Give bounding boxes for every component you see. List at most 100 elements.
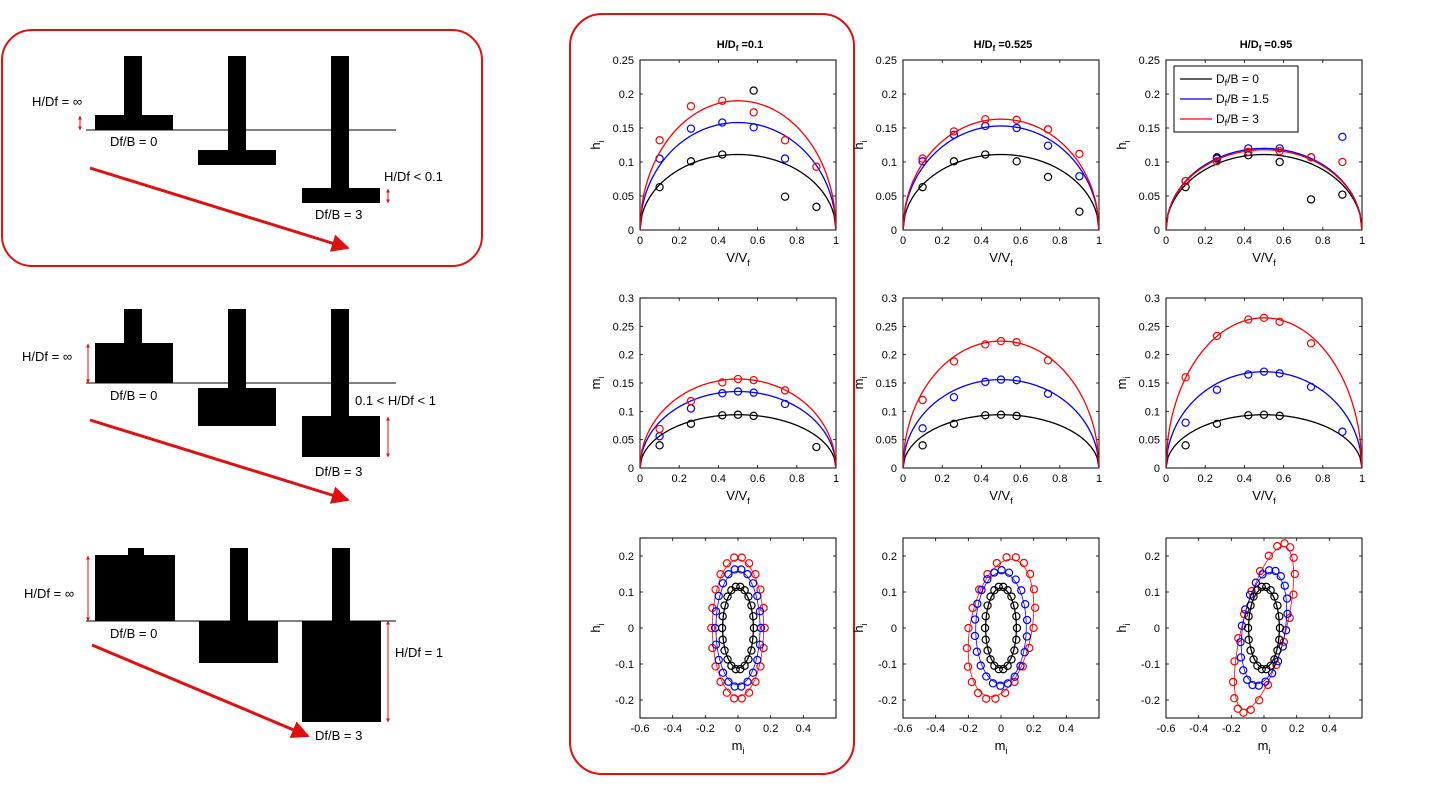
point-black (1043, 172, 1053, 182)
chart-row2-col1: 0 0.2 0.4 0.6 0.8 1 0 0.05 0.1 0.15 0.2 0.25 0.3 V/Vf… (588, 293, 839, 506)
x-tick-label: 0.4 (796, 723, 811, 735)
point-red (1285, 543, 1295, 552)
plot-area (1228, 539, 1300, 717)
y-tick-label: 0.25 (876, 55, 897, 67)
y-axis-label: hi (588, 140, 606, 149)
x-tick-label: 0.8 (1052, 235, 1067, 247)
point-blue (749, 388, 758, 397)
point-blue (780, 399, 790, 409)
point-black (1246, 601, 1255, 610)
point-blue (737, 565, 746, 574)
ellipse-blue (715, 570, 761, 686)
x-tick-label: 0.6 (750, 473, 765, 485)
point-red (1290, 569, 1300, 579)
point-blue (918, 424, 927, 433)
y-tick-label: 0.15 (1139, 378, 1160, 390)
point-black (1012, 635, 1021, 644)
point-red (981, 694, 991, 703)
point-blue (1043, 389, 1053, 398)
point-black (986, 592, 995, 601)
point-red (1289, 553, 1298, 563)
y-tick-label: 0.2 (1145, 350, 1160, 362)
point-black (1275, 623, 1285, 633)
point-red (1230, 657, 1239, 666)
foundation-df0-column (128, 548, 144, 556)
point-black (1262, 582, 1271, 592)
point-red (1275, 146, 1284, 156)
x-tick-label: 0 (637, 473, 643, 485)
point-red (992, 558, 1002, 568)
point-blue (1261, 677, 1270, 686)
x-tick-label: 0.8 (789, 235, 804, 247)
point-black (717, 623, 727, 633)
x-tick-label: 0.8 (1052, 473, 1067, 485)
point-blue (1275, 144, 1284, 153)
legend: Df/B = 0 Df/B = 1.5 Df/B = 3 (1173, 65, 1299, 133)
y-axis-label: hi (851, 623, 869, 632)
point-blue (686, 404, 696, 413)
point-blue (737, 682, 746, 691)
point-black (718, 411, 727, 420)
point-black (981, 150, 990, 159)
x-tick-label: 0.8 (1315, 235, 1330, 247)
point-blue (1212, 385, 1222, 394)
point-black (1244, 411, 1253, 420)
point-blue (1258, 570, 1267, 579)
y-tick-label: 0 (1154, 463, 1160, 475)
chart-row1-col1: 0 0.2 0.4 0.6 0.8 1 0 0.05 0.1 0.15 0.2 0.25 V/Vf hi (588, 55, 839, 268)
foundation-df3-base (302, 416, 380, 457)
plot-area (640, 374, 836, 468)
point-blue (749, 123, 758, 132)
chart-row3-col3: -0.6 -0.4 -0.2 0 0.2 0.4 -0.2 -0.1 0 0.1 0.2 mi hi (1114, 537, 1363, 756)
point-blue (753, 655, 762, 665)
plot-area (707, 553, 769, 703)
point-blue (718, 389, 727, 398)
point-blue (711, 640, 721, 649)
point-red (1029, 623, 1038, 633)
point-red (1000, 688, 1010, 698)
x-axis-label: V/Vf (989, 250, 1013, 268)
point-black (720, 646, 729, 655)
point-red (981, 340, 990, 349)
point-red (1212, 157, 1222, 166)
ellipse-blue (1240, 571, 1288, 685)
x-tick-label: -0.4 (926, 723, 945, 735)
foundation-mid-base (198, 388, 276, 426)
curve-red (903, 118, 1099, 230)
legend-label-blue: Df/B = 1.5 (1216, 92, 1269, 108)
point-blue (1338, 132, 1347, 142)
point-red (655, 136, 664, 145)
curve-black (903, 414, 1099, 468)
ellipse-blue (975, 572, 1027, 684)
y-tick-label: 0 (891, 225, 897, 237)
foundation-df0-column (124, 309, 142, 344)
schematic-3: H/Df = ∞ Df/B = 0 H/Df = 1 Df/B = 3 (24, 548, 443, 743)
y-axis-label: hi (1114, 623, 1132, 632)
x-tick-label: 0.6 (750, 235, 765, 247)
point-black (1253, 585, 1262, 595)
chart-row2-col2: 0 0.2 0.4 0.6 0.8 1 0 0.05 0.1 0.15 0.2 0.25 0.3 V/Vf… (851, 293, 1102, 506)
y-tick-label: 0.15 (876, 123, 897, 135)
y-tick-label: 0.2 (619, 350, 634, 362)
point-red (756, 585, 765, 594)
y-tick-label: 0.15 (613, 378, 634, 390)
foundation-df3-column (331, 309, 349, 417)
point-red (711, 662, 720, 671)
point-blue (753, 591, 762, 601)
point-blue (996, 375, 1006, 384)
point-red (1275, 317, 1284, 326)
point-black (1338, 190, 1347, 199)
axes-box (1165, 297, 1363, 469)
point-red (1273, 542, 1282, 551)
point-red (1230, 693, 1239, 703)
point-blue (1020, 600, 1030, 609)
point-red (964, 623, 973, 633)
schematic-1: H/Df = ∞ Df/B = 0 H/Df < 0.1 Df/B = 3 (32, 56, 443, 252)
point-red (718, 378, 727, 387)
foundation-df0-base (95, 555, 175, 621)
point-black (1012, 623, 1022, 633)
point-black (986, 655, 995, 664)
point-red (962, 644, 972, 653)
x-tick-label: 0.4 (974, 235, 989, 247)
point-red (711, 585, 720, 594)
